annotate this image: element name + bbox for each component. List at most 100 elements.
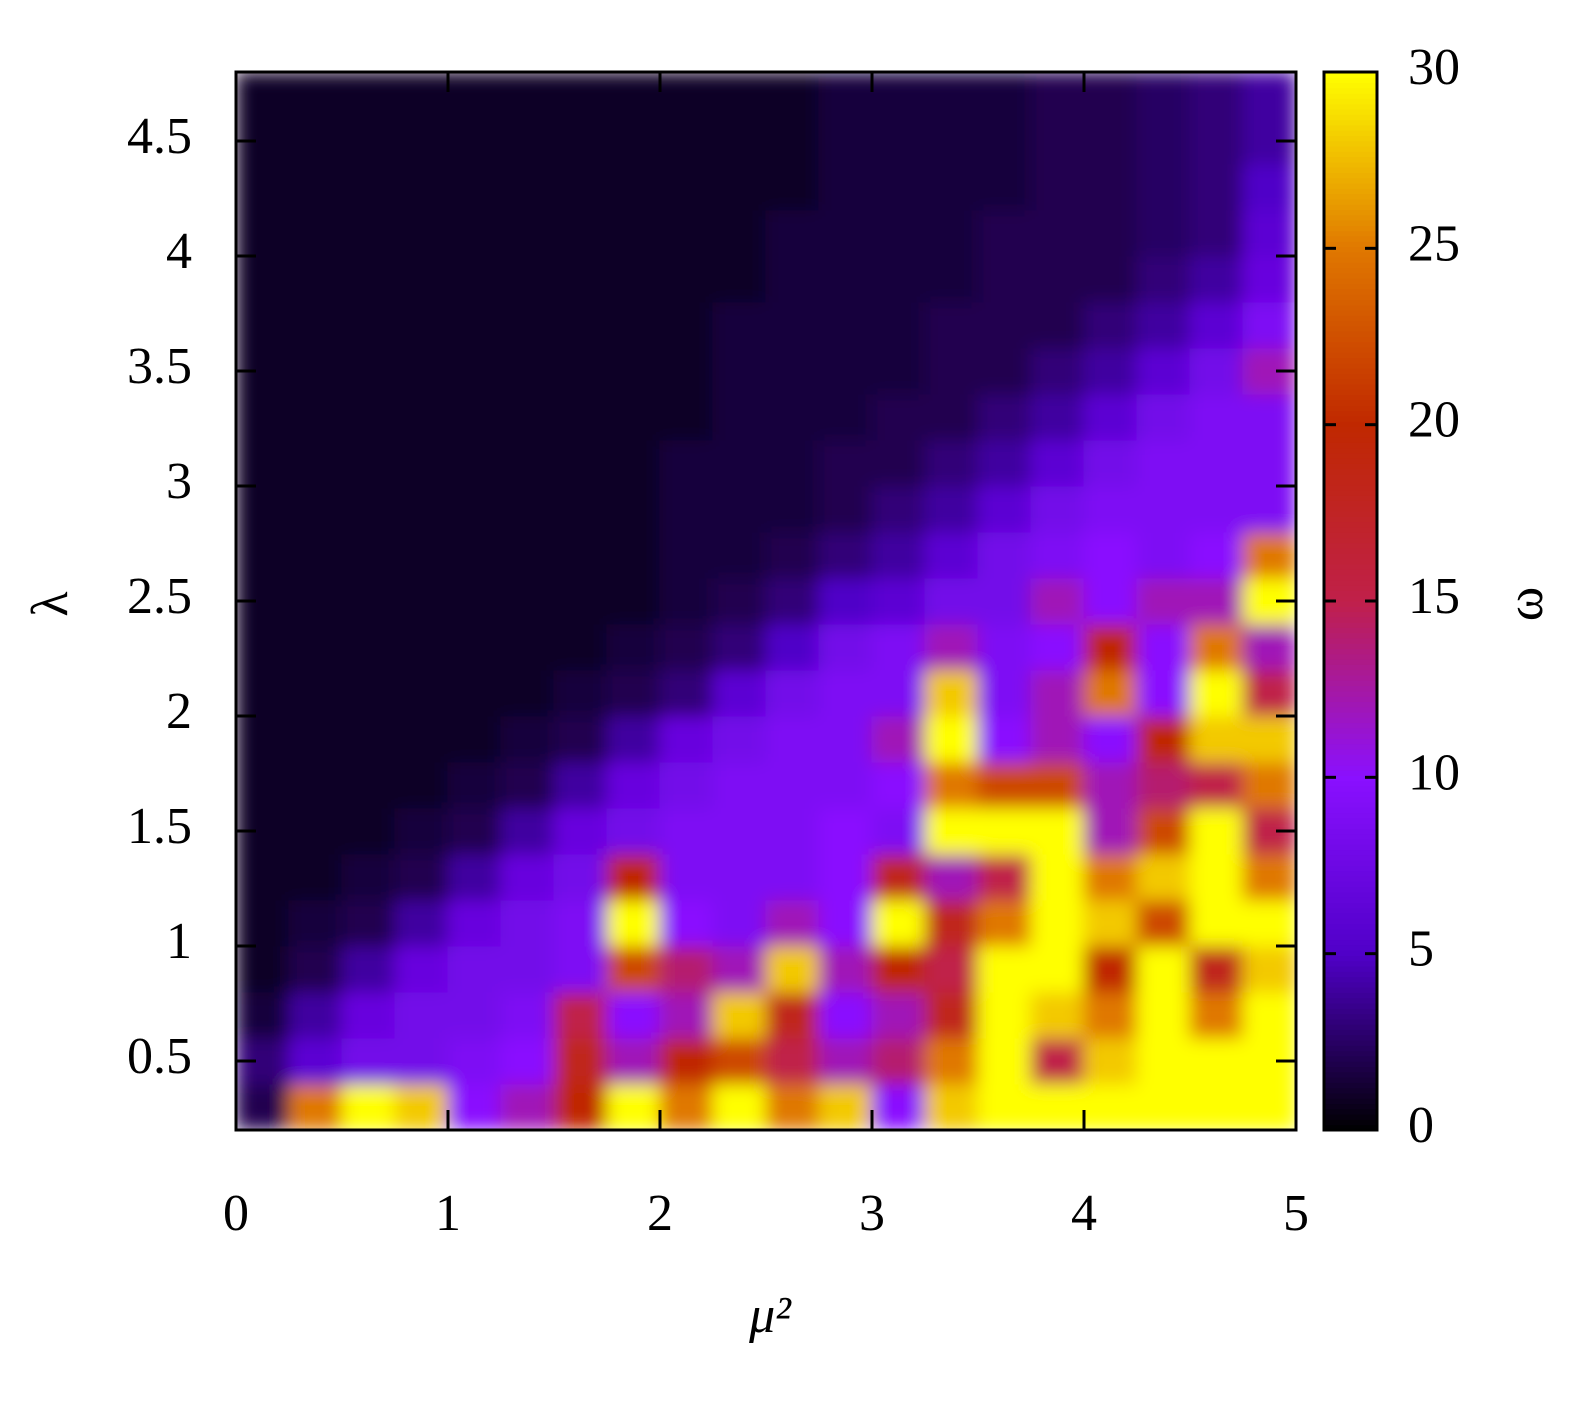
- heatmap-cell: [712, 1037, 767, 1085]
- heatmap-cell: [288, 72, 343, 119]
- heatmap-cell: [288, 577, 343, 625]
- colorbar-step: [1324, 394, 1377, 401]
- heatmap-cell: [1136, 439, 1191, 487]
- heatmap-cell: [606, 623, 661, 671]
- heatmap-cell: [924, 623, 979, 671]
- colorbar-step: [1324, 790, 1377, 798]
- heatmap-cell: [1242, 393, 1296, 441]
- colorbar-step: [1324, 1076, 1377, 1083]
- heatmap-cell: [288, 761, 343, 809]
- colorbar-tick-label: 15: [1408, 568, 1460, 625]
- colorbar-step: [1324, 388, 1377, 396]
- colorbar-step: [1324, 1124, 1377, 1131]
- heatmap-cell: [1136, 393, 1191, 441]
- heatmap-cell: [659, 301, 714, 349]
- heatmap-cell: [394, 761, 449, 809]
- colorbar-step: [1324, 880, 1377, 888]
- colorbar-step: [1324, 595, 1377, 602]
- heatmap-cell: [606, 807, 661, 855]
- heatmap-cell: [977, 531, 1032, 579]
- colorbar-step: [1324, 886, 1377, 893]
- heatmap-cell: [1030, 715, 1085, 763]
- colorbar-step: [1324, 150, 1377, 158]
- heatmap-cell: [712, 117, 767, 165]
- colorbar-step: [1324, 410, 1377, 417]
- heatmap-cell: [871, 1037, 926, 1085]
- heatmap-cell: [1136, 945, 1191, 993]
- heatmap-cell: [1189, 623, 1244, 671]
- heatmap-cell: [1030, 991, 1085, 1039]
- heatmap-cell: [871, 991, 926, 1039]
- heatmap-cell: [500, 393, 555, 441]
- colorbar-step: [1324, 928, 1377, 935]
- heatmap-cell: [765, 807, 820, 855]
- heatmap-cell: [1189, 1037, 1244, 1085]
- heatmap-cell: [659, 117, 714, 165]
- heatmap-cell: [712, 1083, 767, 1130]
- heatmap-cell: [394, 485, 449, 533]
- heatmap-cell: [818, 117, 873, 165]
- colorbar-tick-label: 5: [1408, 921, 1434, 978]
- heatmap-cell: [1083, 1083, 1138, 1130]
- heatmap-cell: [1242, 163, 1296, 211]
- colorbar-step: [1324, 298, 1377, 306]
- colorbar-step: [1324, 1023, 1377, 1030]
- heatmap-cell: [1189, 807, 1244, 855]
- heatmap-cell: [818, 209, 873, 257]
- colorbar-step: [1324, 82, 1377, 89]
- colorbar-step: [1324, 1113, 1377, 1120]
- heatmap-cell: [341, 531, 396, 579]
- colorbar-step: [1324, 230, 1377, 237]
- heatmap-cell: [606, 761, 661, 809]
- heatmap-cell: [712, 255, 767, 303]
- heatmap-cell: [1242, 991, 1296, 1039]
- heatmap-cell: [712, 623, 767, 671]
- heatmap-cell: [818, 163, 873, 211]
- heatmap-cell: [712, 945, 767, 993]
- heatmap-cell: [765, 1083, 820, 1130]
- colorbar-step: [1324, 1028, 1377, 1036]
- heatmap-cell: [1189, 117, 1244, 165]
- heatmap-cell: [1242, 531, 1296, 579]
- heatmap-cell: [871, 301, 926, 349]
- y-tick-label: 3.5: [127, 338, 192, 395]
- heatmap-cell: [765, 761, 820, 809]
- colorbar-tick-label: 30: [1408, 39, 1460, 96]
- heatmap-cell: [924, 72, 979, 119]
- x-axis-label: μ²: [748, 1287, 792, 1344]
- heatmap-cell: [1136, 301, 1191, 349]
- colorbar-step: [1324, 383, 1377, 390]
- heatmap-cell: [712, 715, 767, 763]
- heatmap-cell: [1030, 209, 1085, 257]
- heatmap-cell: [871, 72, 926, 119]
- colorbar-step: [1324, 743, 1377, 750]
- heatmap-cell: [659, 853, 714, 901]
- heatmap-cell: [1083, 301, 1138, 349]
- heatmap-cell: [1030, 393, 1085, 441]
- heatmap-cell: [1189, 761, 1244, 809]
- colorbar-step: [1324, 753, 1377, 761]
- colorbar-step: [1324, 293, 1377, 300]
- colorbar-step: [1324, 658, 1377, 665]
- heatmap-cell: [818, 485, 873, 533]
- colorbar-step: [1324, 716, 1377, 724]
- heatmap-cell: [818, 531, 873, 579]
- heatmap-cell: [1189, 393, 1244, 441]
- x-tick-label: 5: [1283, 1185, 1309, 1242]
- colorbar-step: [1324, 827, 1377, 835]
- colorbar-tick-label: 20: [1408, 392, 1460, 449]
- colorbar-step: [1324, 923, 1377, 930]
- heatmap-cell: [236, 301, 290, 349]
- heatmap-cell: [236, 623, 290, 671]
- heatmap-cell: [871, 439, 926, 487]
- colorbar-step: [1324, 494, 1377, 501]
- heatmap-cell: [924, 209, 979, 257]
- heatmap-cell: [924, 853, 979, 901]
- heatmap-cell: [288, 853, 343, 901]
- colorbar-step: [1324, 1087, 1377, 1094]
- heatmap-cell: [1030, 117, 1085, 165]
- heatmap-cell: [236, 899, 290, 947]
- heatmap-cell: [659, 577, 714, 625]
- colorbar-step: [1324, 896, 1377, 904]
- heatmap-cell: [765, 439, 820, 487]
